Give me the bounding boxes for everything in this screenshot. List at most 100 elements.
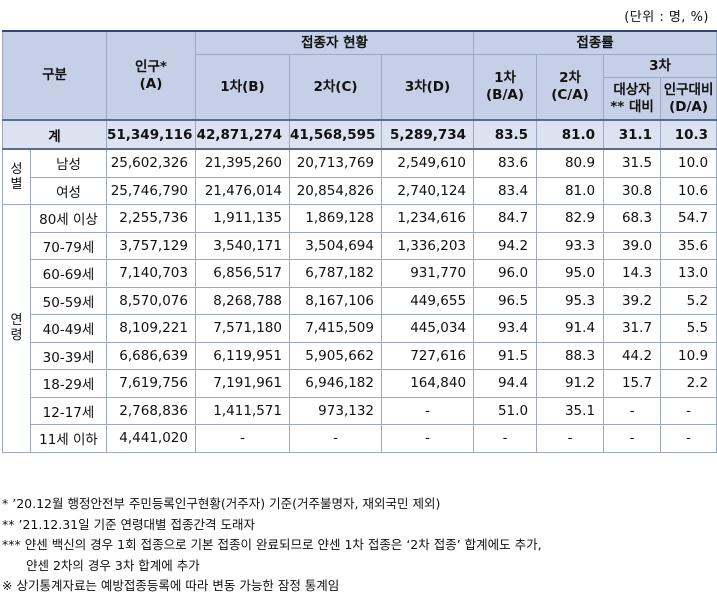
cell-dose1: 7,191,961 [195, 369, 290, 398]
cell-dose3: 931,770 [380, 259, 475, 288]
cell-population: 8,570,076 [106, 286, 196, 315]
total-label: 계 [2, 119, 107, 150]
total-rate3-pop: 10.3 [660, 119, 717, 150]
cell-dose1: 6,119,951 [195, 341, 290, 370]
cell-rate2: 91.2 [536, 369, 605, 398]
cell-dose2: 5,905,662 [289, 341, 382, 370]
cell-dose1: 1,911,135 [195, 204, 290, 233]
cell-rate3-pop: 2.2 [660, 369, 717, 398]
header-rate1: 1차 (B/A) [473, 54, 538, 121]
cell-rate2: 80.9 [536, 148, 605, 178]
cell-rate3-pop: 35.6 [660, 231, 717, 260]
header-rate3-pop-sub: (D/A) [669, 98, 708, 115]
table-row: 성 별 남성 25,602,326 21,395,260 20,713,769 2,549,… [2, 148, 717, 205]
cell-rate1: 96.5 [473, 286, 538, 315]
cell-rate1: 94.4 [473, 369, 538, 398]
header-population: 인구* (A) [106, 30, 196, 121]
header-rate2-sub: (C/A) [551, 87, 589, 103]
total-rate3-target: 31.1 [603, 119, 662, 150]
cell-rate3-target: 31.7 [603, 314, 662, 343]
row-label: 70-79세 [30, 231, 107, 260]
cell-rate2: 81.0 [536, 176, 605, 205]
row-label: 12-17세 [30, 396, 107, 425]
total-dose1: 42,871,274 [195, 119, 290, 150]
cell-dose2: 1,869,128 [289, 204, 382, 233]
cell-population: 7,619,756 [106, 369, 196, 398]
cell-dose1: 7,571,180 [195, 314, 290, 343]
row-label: 60-69세 [30, 259, 107, 288]
table-row: 30-39세 6,686,639 6,119,951 5,905,662 727,616… [3, 341, 717, 370]
table-row: 70-79세 3,757,129 3,540,171 3,504,694 1,336,2… [3, 231, 717, 260]
table-row: 40-49세 8,109,221 7,571,180 7,415,509 445,034… [3, 314, 717, 343]
cell-dose2: 8,167,106 [289, 286, 382, 315]
cell-dose1: 8,268,788 [195, 286, 290, 315]
cell-dose1: 21,395,260 [195, 148, 290, 178]
cell-rate1: 93.4 [473, 314, 538, 343]
footnote: ** ’21.12.31일 기준 연령대별 접종간격 도래자 [2, 516, 256, 532]
cell-rate3-pop: 5.2 [660, 286, 717, 315]
row-label: 11세 이하 [30, 424, 107, 453]
header-vaccinated-status: 접종자 현황 [194, 30, 475, 55]
cell-rate2: 95.0 [536, 259, 605, 288]
cell-dose2: 20,854,826 [289, 176, 382, 205]
cell-rate2: 95.3 [536, 286, 605, 315]
cell-dose1: - [195, 424, 290, 453]
cell-rate3-target: 39.0 [603, 231, 662, 260]
cell-dose2: 6,787,182 [289, 259, 382, 288]
total-rate2: 81.0 [536, 119, 605, 150]
total-rate1: 83.5 [473, 119, 538, 150]
header-rate2-label: 2차 [559, 70, 581, 86]
row-label: 남성 [30, 148, 107, 178]
total-dose3: 5,289,734 [380, 119, 475, 150]
cell-rate1: 51.0 [473, 396, 538, 425]
cell-rate3-pop: 10.0 [660, 148, 717, 178]
cell-population: 25,602,326 [106, 148, 196, 178]
table-row: 18-29세 7,619,756 7,191,961 6,946,182 164,840… [3, 369, 717, 398]
cell-population: 2,255,736 [106, 204, 196, 233]
cell-population: 4,441,020 [106, 424, 196, 453]
cell-rate3-target: 44.2 [603, 341, 662, 370]
cell-rate3-pop: 10.6 [660, 176, 717, 205]
cell-rate3-pop: 10.9 [660, 341, 717, 370]
cell-dose1: 6,856,517 [195, 259, 290, 288]
row-label: 40-49세 [30, 314, 107, 343]
total-row: 계 51,349,116 42,871,274 41,568,595 5,289… [2, 119, 717, 150]
footnote: * ’20.12월 행정안전부 주민등록인구현황(거주자) 기준(거주불명자, … [2, 496, 441, 511]
cell-dose2: 3,504,694 [289, 231, 382, 260]
cell-rate3-pop: - [660, 424, 717, 453]
table-row: 50-59세 8,570,076 8,268,788 8,167,106 449,655… [3, 286, 717, 315]
cell-rate3-target: 15.7 [603, 369, 662, 398]
cell-rate3-target: 30.8 [603, 176, 662, 205]
cell-rate2: 82.9 [536, 204, 605, 233]
footnote: *** 얀센 백신의 경우 1회 접종으로 기본 접종이 완료되므로 얀센 1차… [2, 537, 542, 552]
cell-rate2: 35.1 [536, 396, 605, 425]
table-row: 여성 25,746,790 21,476,014 20,854,826 2,740,12… [3, 176, 717, 205]
cell-rate2: 91.4 [536, 314, 605, 343]
cell-rate3-pop: 5.5 [660, 314, 717, 343]
table-row: 12-17세 2,768,836 1,411,571 973,132-51.0 35.1… [3, 396, 717, 425]
table-row: 11세 이하 4,441,020- - - - - - - [3, 424, 717, 453]
cell-rate1: 83.4 [473, 176, 538, 205]
cell-dose3: 2,549,610 [380, 148, 475, 178]
cell-rate1: - [473, 424, 538, 453]
cell-dose2: 973,132 [289, 396, 382, 425]
cell-dose2: 20,713,769 [289, 148, 382, 178]
header-category: 구분 [2, 30, 107, 121]
cell-population: 8,109,221 [106, 314, 196, 343]
row-label: 여성 [30, 176, 107, 205]
cell-dose2: 6,946,182 [289, 369, 382, 398]
cell-rate3-pop: - [660, 396, 717, 425]
cell-population: 6,686,639 [106, 341, 196, 370]
header-population-sub: (A) [139, 75, 163, 92]
total-population: 51,349,116 [106, 119, 196, 150]
cell-rate3-pop: 54.7 [660, 204, 717, 233]
cell-dose2: 7,415,509 [289, 314, 382, 343]
row-label: 80세 이상 [30, 204, 107, 233]
vaccination-table: 구분 인구* (A) 접종자 현황 접종률 1차(B) 2차(C) 3차(D) … [2, 30, 717, 453]
header-rate: 접종률 [473, 30, 717, 55]
cell-dose3: 1,336,203 [380, 231, 475, 260]
footnotes: * ’20.12월 행정안전부 주민등록인구현황(거주자) 기준(거주불명자, … [2, 494, 714, 597]
cell-rate2: - [536, 424, 605, 453]
cell-dose3: 727,616 [380, 341, 475, 370]
